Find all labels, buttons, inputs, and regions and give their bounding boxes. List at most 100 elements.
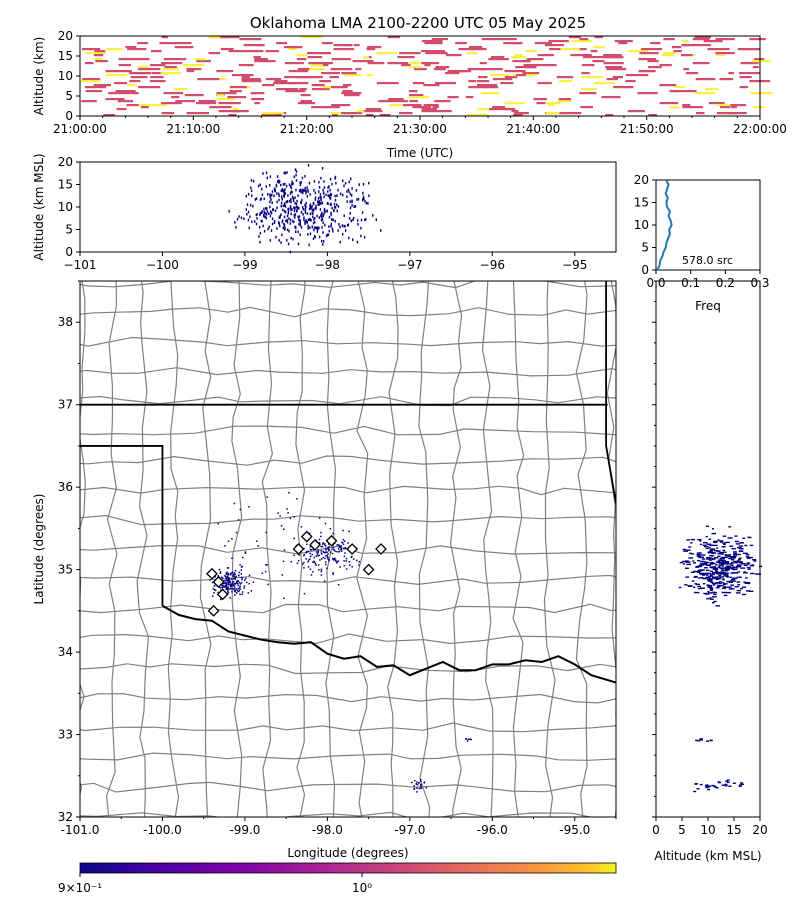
lon-alt-dot (271, 217, 274, 221)
lon-alt-dot (360, 226, 362, 230)
lon-alt-dot (321, 226, 323, 229)
time-height-cell (637, 92, 658, 95)
time-height-cell (592, 46, 605, 49)
alt-lat-dot (697, 587, 702, 590)
plan-view-xtick-label-4: -97.0 (394, 823, 425, 837)
time-height-cell (228, 114, 237, 117)
plan-view-dot (332, 532, 335, 535)
plan-view-dot (318, 538, 321, 541)
alt-lat-dot (694, 583, 697, 585)
plan-view-dot (233, 588, 235, 590)
lon-alt-dot (258, 235, 260, 238)
alt-lat-dot (707, 579, 713, 581)
alt-lat-dot (711, 552, 716, 554)
lon-alt-dot (282, 204, 284, 208)
lon-alt-dot (284, 192, 287, 195)
alt-lat-dot (731, 561, 734, 564)
time-height-ytick-label-3: 15 (58, 49, 73, 63)
lon-alt-dot (318, 180, 320, 184)
time-height-cell (500, 108, 515, 111)
time-height-cell (592, 60, 605, 63)
time-height-cell (638, 58, 657, 61)
alt-lat-dot (716, 550, 721, 552)
lon-alt-dot (287, 210, 290, 213)
plan-view-dot (226, 586, 228, 589)
time-height-cell (219, 78, 226, 81)
time-height-cell (265, 78, 282, 81)
time-height-cell (183, 64, 201, 67)
county-line (325, 281, 337, 817)
time-height-cell (601, 96, 621, 99)
alt-lat-dot (709, 739, 713, 742)
alt-lat-dot (742, 552, 748, 554)
plan-view-dot (226, 583, 228, 585)
plan-view-dot (324, 551, 327, 554)
lon-alt-dot (280, 201, 283, 205)
lon-alt-dot (250, 186, 252, 190)
time-height-cell (253, 56, 261, 59)
alt-lat-dot (721, 591, 727, 594)
alt-lat-dot (730, 537, 733, 539)
plan-view-dot (227, 540, 230, 542)
time-height-cell (172, 42, 192, 45)
plan-view-dot (414, 779, 416, 782)
plan-view-dot (416, 781, 418, 783)
plan-view-dot (423, 782, 425, 784)
plan-view-dot (282, 560, 285, 563)
time-height-cell (561, 112, 582, 115)
lon-alt-dot (365, 218, 367, 221)
lon-alt-dot (328, 185, 330, 188)
lon-alt-dot (308, 243, 310, 247)
lon-alt-dot (273, 187, 276, 191)
lon-alt-dot (334, 205, 336, 209)
plan-view-dot (244, 551, 247, 553)
alt-lat-dot (699, 783, 703, 786)
plan-view-dot (333, 559, 335, 561)
time-height-cell (433, 68, 446, 71)
plan-view-dot (320, 545, 322, 548)
plan-view-dot (218, 586, 221, 588)
time-height-cell (434, 40, 442, 43)
plan-view-ytick-label-3: 35 (58, 563, 73, 577)
lon-alt-dot (269, 214, 272, 218)
lon-alt-dot (337, 205, 340, 208)
plan-view-dot (333, 549, 335, 551)
time-height-cell (594, 36, 603, 39)
state-line-ok-ar (605, 281, 616, 509)
lon-alt-dot (335, 181, 337, 185)
lon-alt-dot (306, 195, 308, 198)
alt-lat-dot (733, 560, 738, 563)
alt-lat-dot (746, 566, 751, 569)
lon-alt-dot (299, 219, 301, 222)
plan-view-dot (224, 586, 227, 588)
alt-lat-dot (736, 589, 741, 592)
colorbar-bar (79, 862, 617, 874)
alt-lat-dot (708, 585, 711, 587)
alt-lat-dot (723, 575, 728, 577)
plan-view-dot (213, 585, 216, 587)
plan-view-dot (334, 557, 336, 560)
time-height-cell (388, 98, 404, 101)
plan-view-dot (420, 785, 422, 787)
alt-lat-dot (717, 566, 721, 568)
plan-view-dot (212, 588, 214, 590)
lon-alt-dot (360, 234, 362, 238)
county-line (80, 603, 616, 614)
lon-alt-dot (323, 180, 325, 183)
lon-alt-dot (321, 239, 323, 243)
plan-view-dot (329, 528, 332, 530)
plan-view-dot (224, 582, 226, 584)
time-height-cell (669, 90, 677, 93)
time-height-cell (421, 40, 443, 43)
plan-view-dot (225, 576, 227, 578)
lon-alt-dot (259, 231, 262, 235)
time-height-cell (409, 100, 418, 103)
alt-lat-dot (744, 544, 748, 547)
time-height-cell (276, 42, 288, 45)
time-height-cell (412, 82, 425, 85)
plan-view-dot (234, 576, 236, 579)
alt-lat-dot (706, 543, 712, 545)
lon-alt-dot (321, 218, 324, 221)
plan-view-dot (296, 498, 298, 500)
alt-lat-dot (696, 555, 701, 557)
